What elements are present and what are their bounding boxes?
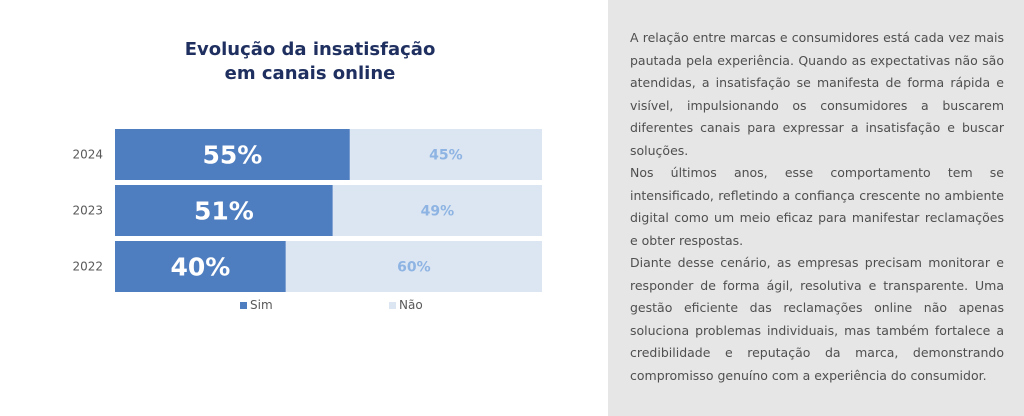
chart-title: Evolução da insatisfação em canais onlin… (130, 38, 490, 86)
bar-não-2022 (285, 241, 542, 292)
data-label-não-2023: 49% (421, 204, 455, 220)
bar-não-2024 (349, 129, 542, 180)
chart-title-line-2: em canais online (224, 63, 396, 84)
chart-title-line-1: Evolução da insatisfação (184, 39, 436, 60)
data-label-não-2022: 60% (397, 260, 431, 276)
data-label-não-2024: 45% (429, 148, 463, 164)
legend-label-sim: Sim (250, 298, 273, 312)
category-label-2024: 2024 (72, 148, 103, 162)
chart-panel: Evolução da insatisfação em canais onlin… (72, 38, 542, 312)
legend-swatch-sim (240, 302, 247, 309)
data-label-sim-2024: 55% (203, 141, 263, 170)
description-text: A relação entre marcas e consumidores es… (630, 27, 1004, 387)
category-label-2022: 2022 (72, 260, 103, 274)
bar-sim-2022 (115, 241, 286, 292)
legend-label-não: Não (399, 298, 423, 312)
data-label-sim-2022: 40% (170, 253, 230, 282)
text-panel: A relação entre marcas e consumidores es… (608, 0, 1024, 416)
data-label-sim-2023: 51% (194, 197, 254, 226)
bar-sim-2024 (115, 129, 350, 180)
paragraph-2: Nos últimos anos, esse comportamento tem… (630, 165, 1004, 248)
legend-swatch-não (389, 302, 396, 309)
stacked-bar-chart: 2024 55% 45% 2023 51% 49% 2022 40% 60% Sim Não (72, 129, 542, 312)
bar-não-2023 (332, 185, 542, 236)
category-label-2023: 2023 (72, 204, 103, 218)
paragraph-1: A relação entre marcas e consumidores es… (630, 30, 1004, 158)
bar-sim-2023 (115, 185, 333, 236)
paragraph-3: Diante desse cenário, as empresas precis… (630, 255, 1004, 383)
